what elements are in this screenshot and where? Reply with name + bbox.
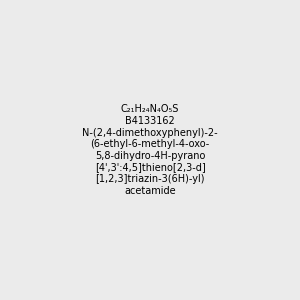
Text: C₂₁H₂₄N₄O₅S
B4133162
N-(2,4-dimethoxyphenyl)-2-
(6-ethyl-6-methyl-4-oxo-
5,8-dih: C₂₁H₂₄N₄O₅S B4133162 N-(2,4-dimethoxyphe…: [82, 104, 218, 196]
